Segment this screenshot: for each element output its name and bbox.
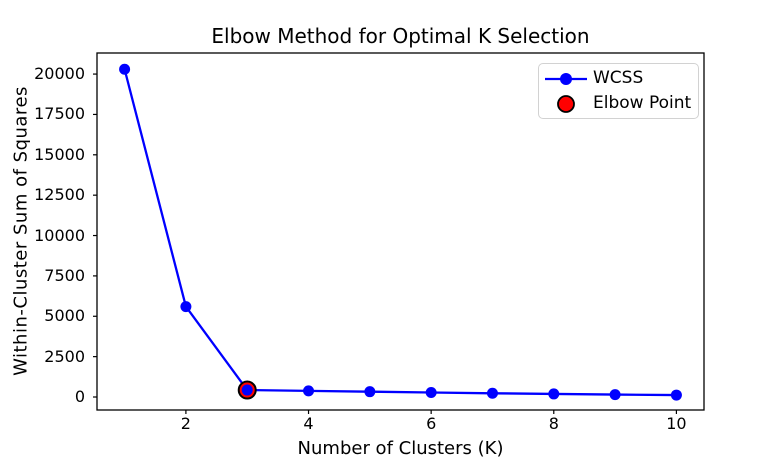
legend-box: WCSS Elbow Point xyxy=(538,63,699,119)
x-tick-label: 8 xyxy=(548,414,559,433)
y-tick-label: 5000 xyxy=(44,306,85,326)
legend-label-wcss: WCSS xyxy=(593,68,644,88)
wcss-line xyxy=(123,68,677,397)
legend-row-wcss: WCSS xyxy=(539,66,698,91)
y-tick-label: 12500 xyxy=(34,185,85,205)
wcss-marker xyxy=(364,386,376,398)
y-tick-label: 17500 xyxy=(34,104,85,124)
y-tick-label: 2500 xyxy=(44,346,85,366)
wcss-marker xyxy=(548,388,560,400)
x-tick-label: 2 xyxy=(180,414,191,433)
axes-spines xyxy=(96,52,705,411)
y-tick-label: 7500 xyxy=(44,265,85,285)
wcss-marker xyxy=(609,389,621,401)
legend-label-elbow: Elbow Point xyxy=(593,93,692,113)
legend-row-elbow: Elbow Point xyxy=(539,91,698,116)
wcss-marker xyxy=(119,63,131,75)
wcss-marker xyxy=(486,387,498,399)
wcss-marker xyxy=(303,385,315,397)
x-tick-label: 10 xyxy=(666,414,687,433)
wcss-marker xyxy=(670,389,682,401)
x-tick-label: 4 xyxy=(303,414,314,433)
y-tick-label: 10000 xyxy=(34,225,85,245)
y-tick-label: 15000 xyxy=(34,144,85,164)
x-axis-label: Number of Clusters (K) xyxy=(297,438,504,459)
x-tick-label: 6 xyxy=(426,414,437,433)
wcss-marker xyxy=(241,384,253,396)
wcss-marker xyxy=(425,386,437,398)
wcss-line-marker-icon xyxy=(539,71,593,87)
elbow-point-marker-icon xyxy=(539,93,593,115)
y-tick-label: 0 xyxy=(74,387,85,406)
wcss-marker xyxy=(180,301,192,313)
chart-title: Elbow Method for Optimal K Selection xyxy=(211,24,590,48)
y-tick-label: 20000 xyxy=(34,64,85,84)
